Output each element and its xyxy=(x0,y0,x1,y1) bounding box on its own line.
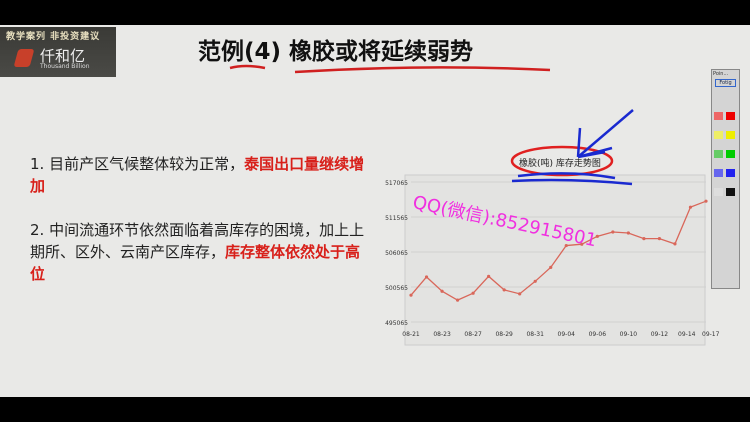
x-tick-label: 09-14 xyxy=(678,331,696,338)
annotation-underline xyxy=(511,172,633,186)
x-tick-label: 09-10 xyxy=(620,331,638,338)
y-tick-label: 495065 xyxy=(385,320,408,327)
data-point xyxy=(455,298,460,302)
title-underline xyxy=(229,64,551,74)
color-yellow[interactable] xyxy=(726,131,735,139)
color-white[interactable] xyxy=(714,188,723,196)
logo-name-en: Thousand Billion xyxy=(40,63,90,70)
data-point xyxy=(673,242,677,246)
data-point xyxy=(657,237,662,241)
data-point xyxy=(549,265,553,269)
data-point xyxy=(518,292,522,296)
annotation-arrow-icon xyxy=(576,109,634,159)
x-tick-label: 09-17 xyxy=(702,331,720,338)
color-red[interactable] xyxy=(726,112,735,120)
data-point xyxy=(704,199,708,203)
color-light-red[interactable] xyxy=(714,112,723,120)
annotation-circle xyxy=(510,145,614,177)
y-tick-label: 517065 xyxy=(385,180,408,187)
y-tick-label: 506065 xyxy=(385,250,408,257)
toolbar-button[interactable]: Fotig xyxy=(715,79,736,87)
x-tick-label: 08-29 xyxy=(495,331,513,338)
color-light-yellow[interactable] xyxy=(714,131,723,139)
color-green[interactable] xyxy=(726,150,735,158)
bullet-1: 1. 目前产区气候整体较为正常，泰国出口量继续增加 xyxy=(30,155,365,195)
x-tick-label: 08-31 xyxy=(526,331,544,338)
data-point xyxy=(471,291,475,295)
data-point xyxy=(487,274,491,278)
data-point xyxy=(424,275,429,279)
data-point xyxy=(533,279,537,283)
data-point xyxy=(626,231,630,235)
logo: 教学案列 非投资建议 仟和亿 Thousand Billion xyxy=(0,27,116,77)
y-tick-label: 511565 xyxy=(385,215,408,222)
x-tick-label: 09-04 xyxy=(558,331,576,338)
data-point xyxy=(611,230,615,234)
color-black[interactable] xyxy=(726,188,735,196)
x-tick-label: 08-21 xyxy=(402,331,420,338)
color-light-green[interactable] xyxy=(714,150,723,158)
color-light-blue[interactable] xyxy=(714,169,723,177)
data-point xyxy=(502,288,506,292)
x-tick-label: 08-27 xyxy=(464,331,482,338)
x-tick-label: 09-06 xyxy=(589,331,607,338)
toolbar-title: Poin... xyxy=(713,71,729,77)
data-point xyxy=(580,242,584,246)
data-point xyxy=(409,293,413,297)
data-point xyxy=(595,234,599,238)
data-point xyxy=(440,289,444,293)
logo-name: 仟和亿 xyxy=(40,47,86,65)
data-point xyxy=(564,243,568,248)
series-line xyxy=(410,200,707,301)
y-tick-label: 500565 xyxy=(385,285,408,292)
logo-banner: 教学案列 非投资建议 xyxy=(6,32,101,42)
data-point xyxy=(688,205,693,209)
data-point xyxy=(642,237,646,241)
bullet-2: 2. 中间流通环节依然面临着高库存的困境，加上上期所、区外、云南产区库存，库存整… xyxy=(30,221,365,283)
pointer-toolbar[interactable]: Poin... Fotig xyxy=(711,69,740,289)
chart-title: 橡胶(吨) 库存走势图 xyxy=(519,157,601,169)
page-title: 范例(4) 橡胶或将延续弱势 xyxy=(198,39,474,65)
x-tick-label: 09-12 xyxy=(651,331,669,338)
x-tick-label: 08-23 xyxy=(433,331,451,338)
color-blue[interactable] xyxy=(726,169,735,177)
